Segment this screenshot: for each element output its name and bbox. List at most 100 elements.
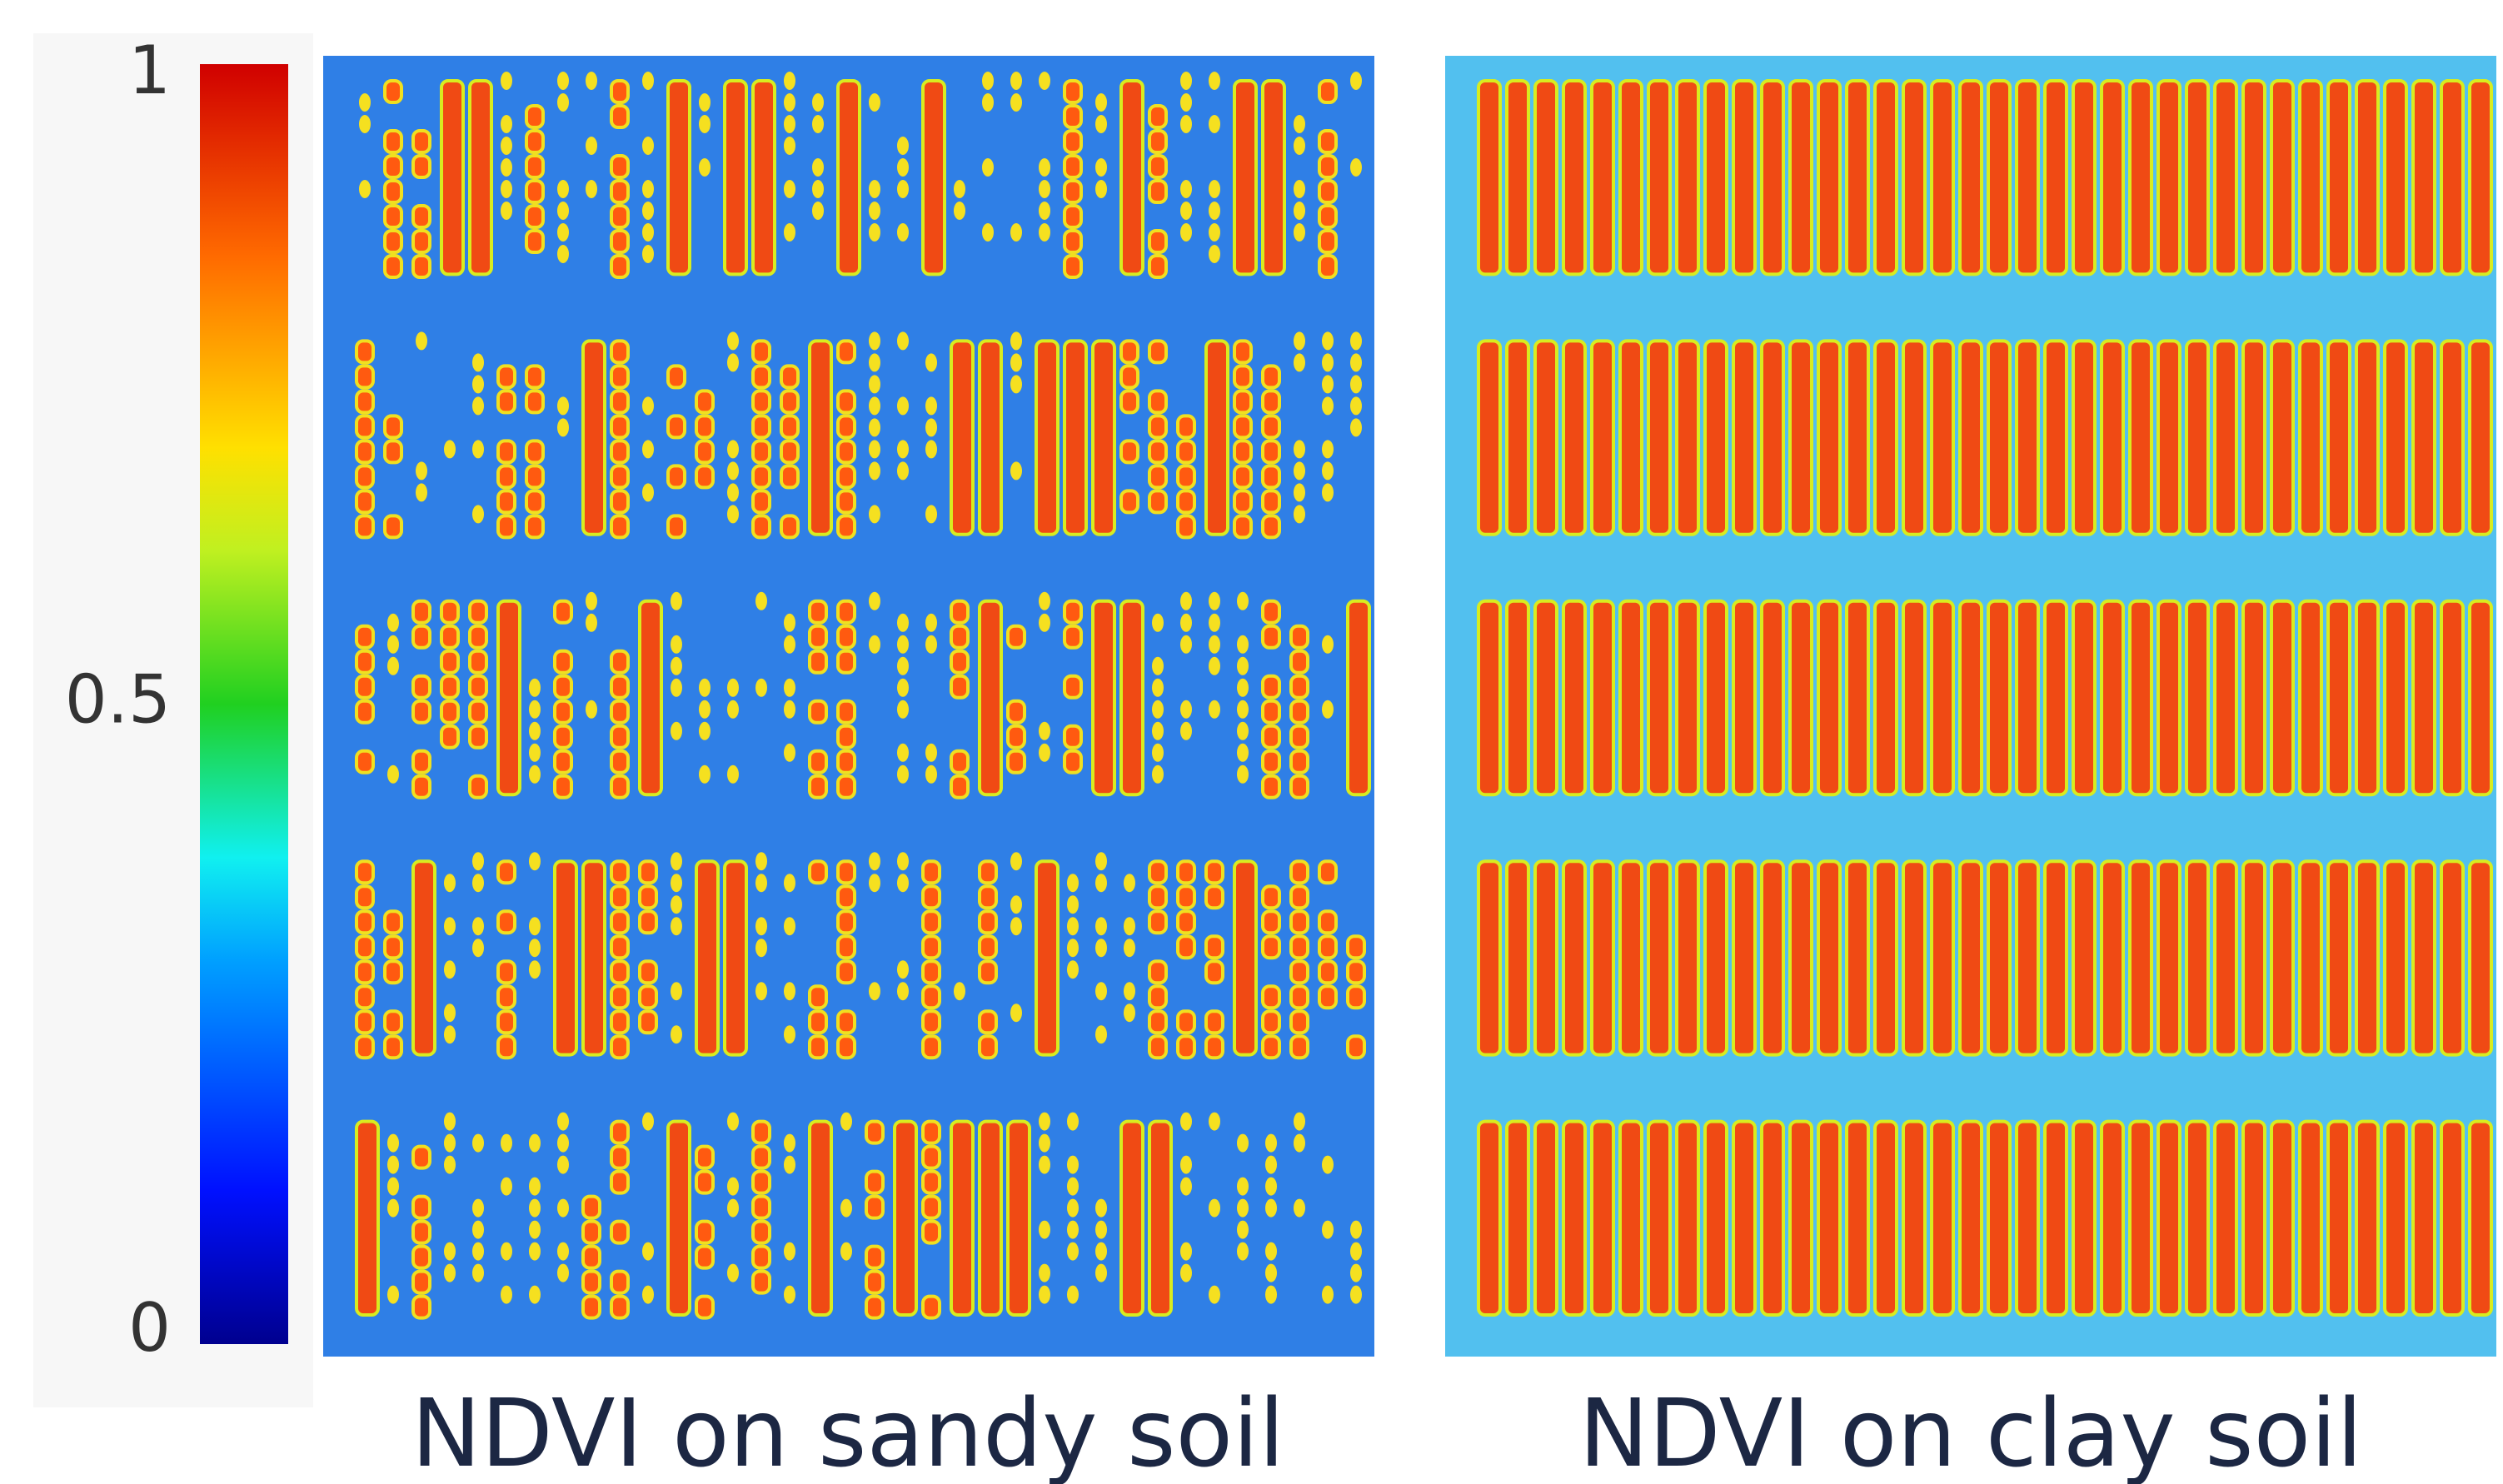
plant-dot [444,1134,456,1153]
plant-dot [727,483,739,501]
plant-strip [1733,341,1755,534]
plant-segment [1263,491,1279,512]
plant-segment [583,1272,600,1293]
plant-segment [753,1147,770,1168]
plant-dot [897,331,909,350]
plant-dot [840,1113,852,1131]
plant-strip [2017,81,2038,274]
plant-strip [2328,1122,2350,1315]
plant-segment [1291,886,1308,908]
plant-dot [755,874,767,892]
plant-strip [413,861,435,1054]
plant-strip [2243,341,2265,534]
plant-strip [895,1122,916,1315]
plant-segment [838,626,855,648]
plant-strip [1790,81,1812,274]
plant-dot [784,72,795,90]
plant-dot [869,353,880,371]
plant-segment [1263,441,1279,462]
plant-dot [1209,1286,1220,1304]
plant-dot [529,744,541,762]
plant-strip [1620,861,1642,1054]
plant-dot [1209,657,1220,675]
plant-strip [2045,861,2067,1054]
plant-segment [413,1222,430,1243]
plant-strip [1875,861,1897,1054]
plant-dot [1039,72,1050,90]
plant-dot [671,592,682,610]
plant-strip [1507,81,1528,274]
plant-dot [1180,115,1192,133]
plant-dot [1180,1242,1192,1261]
plant-dot [472,505,484,523]
plant-segment [1291,861,1308,883]
plant-segment [1008,701,1025,723]
plant-segment [1008,626,1025,648]
plant-dot [897,396,909,415]
plant-dot [812,93,824,112]
plant-dot [1209,115,1220,133]
plant-segment [385,231,401,252]
plant-dot [1180,180,1192,198]
plant-segment [1178,491,1194,512]
plant-dot [925,440,937,458]
plant-dot [501,158,512,177]
plant-dot [1067,917,1079,935]
plant-strip [2413,1122,2435,1315]
plant-dot [1294,483,1305,501]
plant-segment [640,861,656,883]
plant-segment [1065,751,1081,773]
plant-dot [1350,418,1362,436]
plant-segment [1008,751,1025,773]
plant-segment [470,626,486,648]
plant-dot [1039,1221,1050,1239]
plant-dot [1039,722,1050,740]
plant-segment [1008,726,1025,748]
plant-strip [2130,601,2151,794]
plant-dot [925,505,937,523]
plant-strip [1818,81,1840,274]
plant-segment [357,986,373,1008]
plant-dot [1265,1286,1277,1304]
plant-strip [2470,1122,2491,1315]
plant-segment [1291,651,1308,673]
plant-segment [1263,366,1279,387]
plant-segment [1319,206,1336,227]
plant-strip [2328,861,2350,1054]
plant-strip [1932,1122,1953,1315]
plant-strip [1563,601,1585,794]
plant-dot [671,635,682,654]
plant-dot [359,115,371,133]
plant-dot [1209,202,1220,220]
colorbar [200,64,288,1344]
plant-dot [557,202,569,220]
plant-dot [557,245,569,263]
plant-dot [897,874,909,892]
plant-dot [784,700,795,719]
plant-dot [840,1242,852,1261]
plant-segment [1065,156,1081,177]
plant-strip [1903,341,1925,534]
plant-dot [671,722,682,740]
plant-dot [1152,722,1164,740]
plant-segment [611,1011,628,1033]
plant-strip [1960,341,1982,534]
plant-dot [1294,115,1305,133]
plant-segment [555,676,571,698]
plant-segment [1206,1036,1223,1058]
plant-dot [1095,917,1107,935]
plant-dot [1067,895,1079,914]
plant-strip [2271,601,2293,794]
plant-dot [784,180,795,198]
figure: 00.51 NDVI on sandy soil NDVI on clay so… [0,0,2503,1484]
plant-segment [1065,181,1081,202]
plant-segment [1291,726,1308,748]
plant-segment [1206,936,1223,958]
plant-segment [1263,911,1279,933]
plant-dot [869,635,880,654]
plant-dot [387,1199,399,1218]
plant-segment [640,986,656,1008]
plant-dot [784,874,795,892]
plant-segment [526,181,543,202]
plant-dot [1067,1286,1079,1304]
